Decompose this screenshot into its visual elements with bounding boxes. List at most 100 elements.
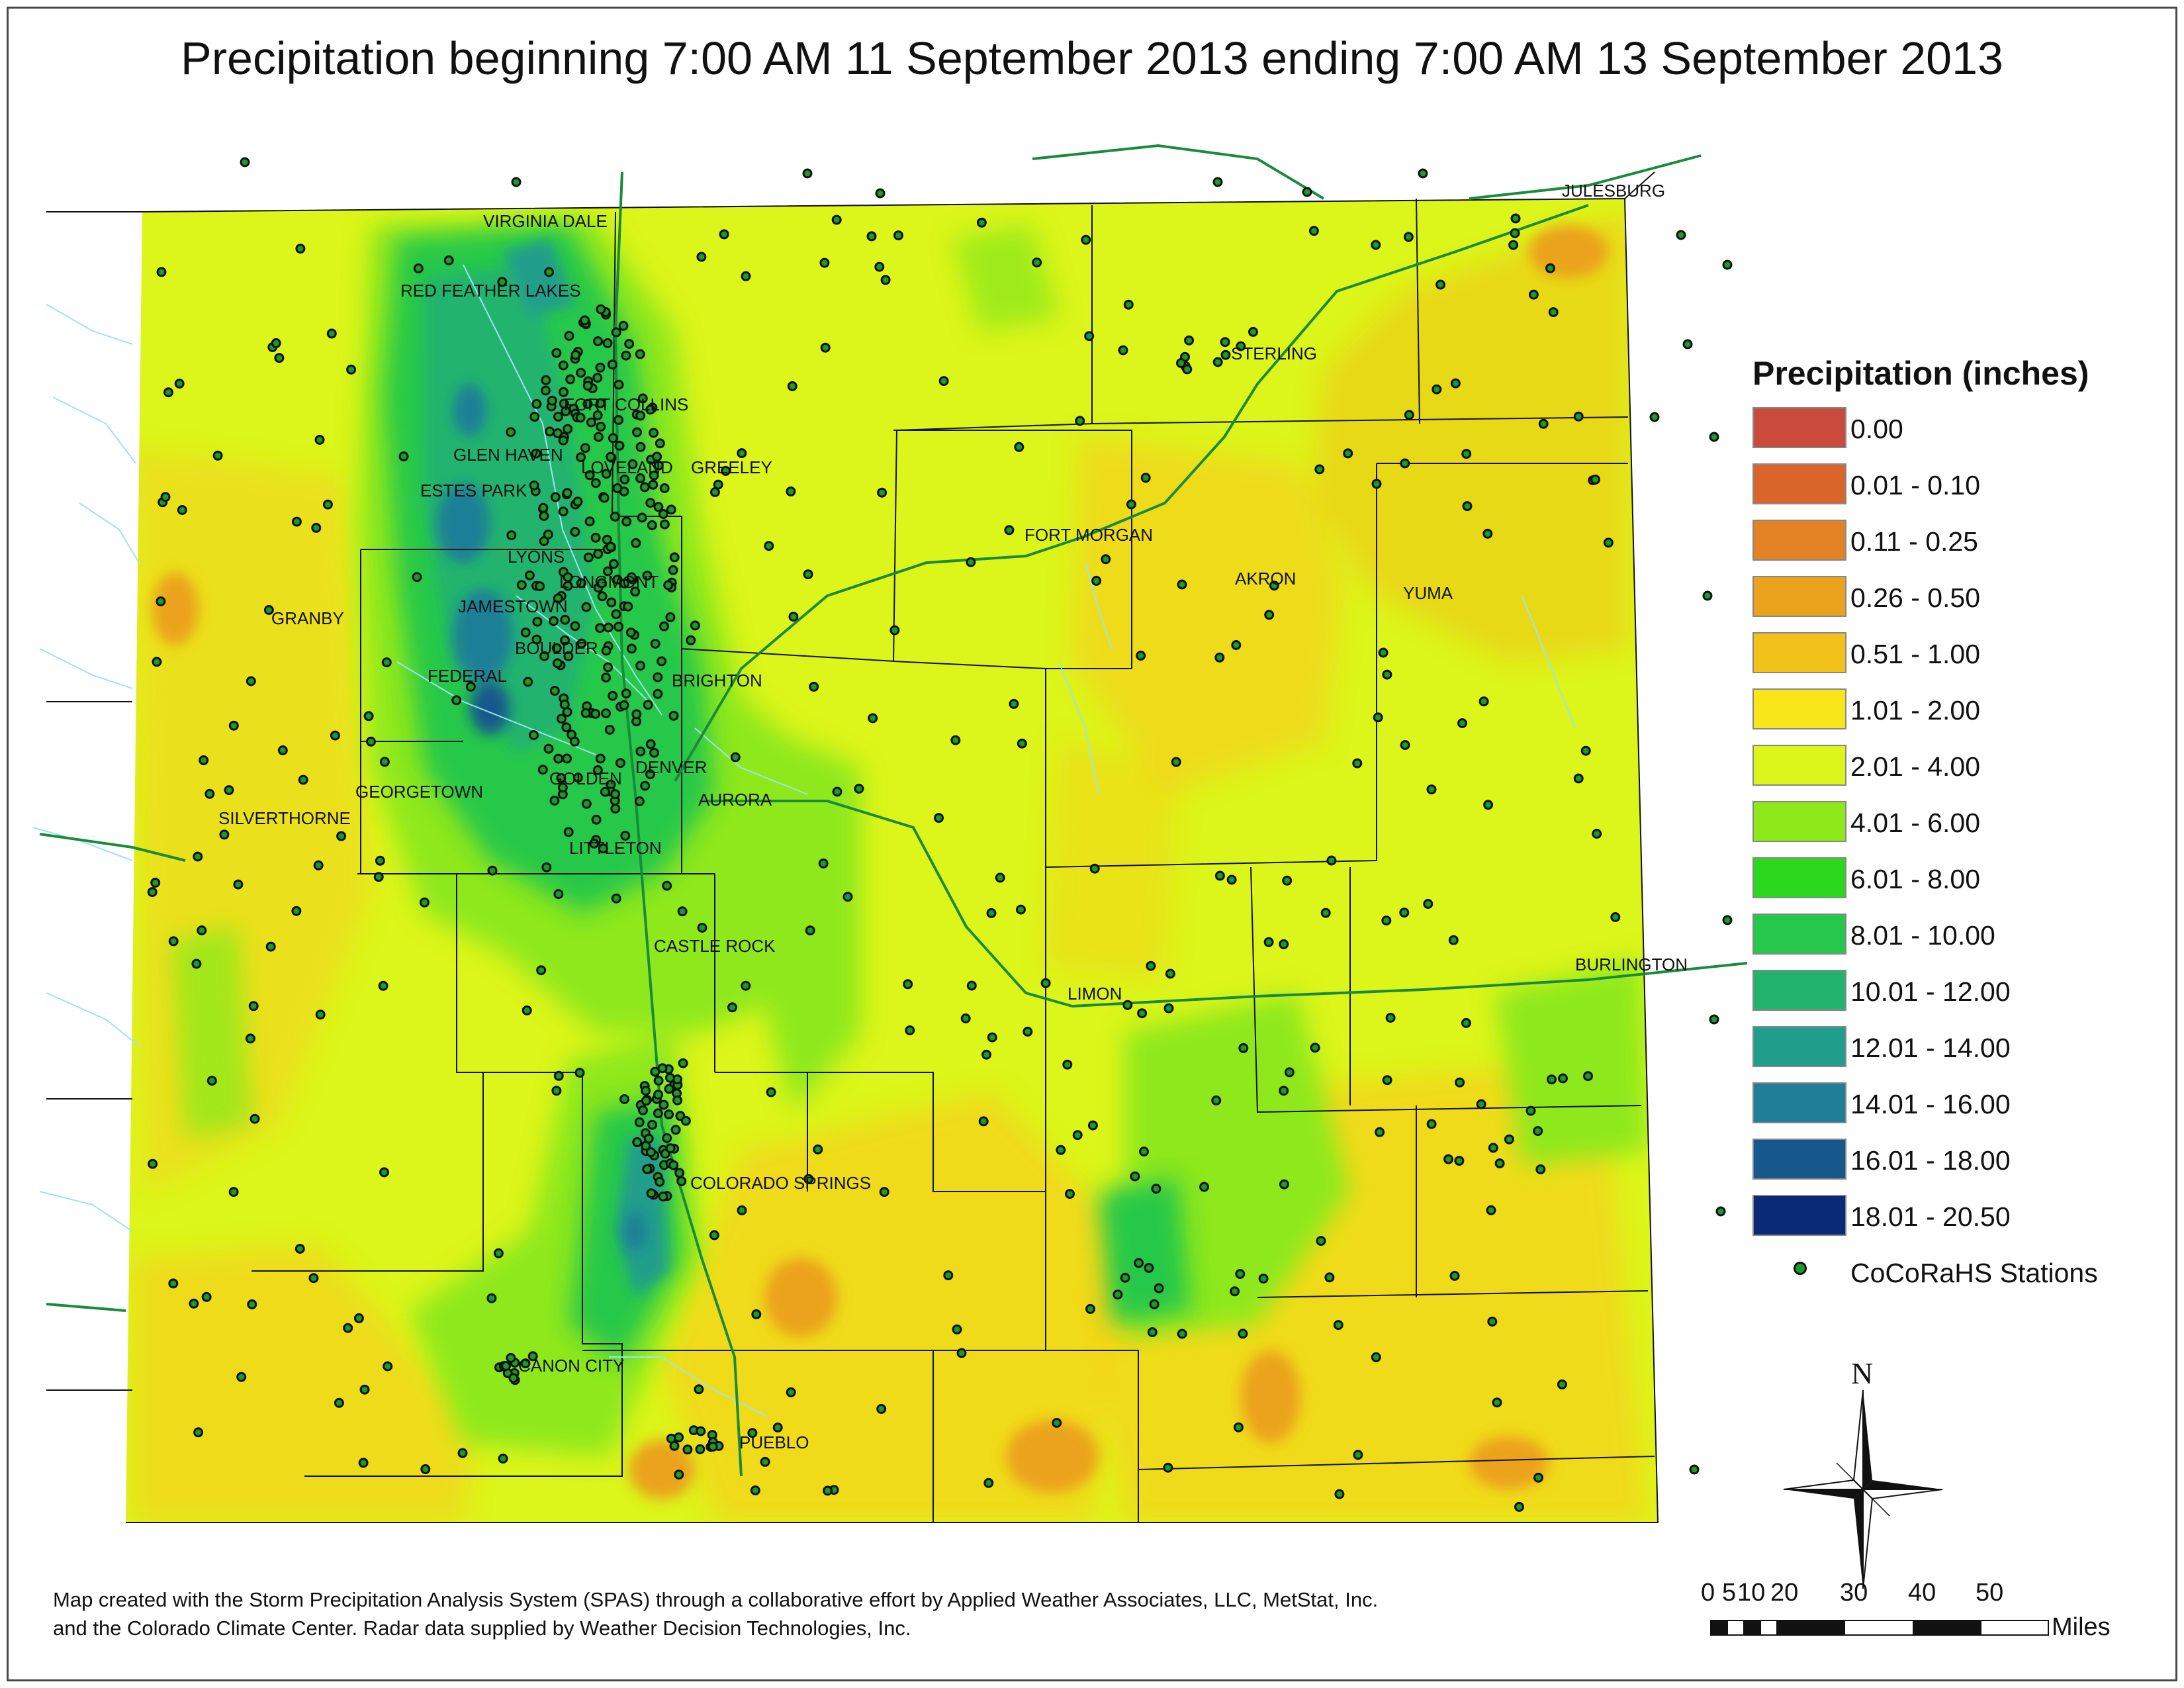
station-marker: [655, 1176, 665, 1187]
station-marker: [595, 753, 606, 764]
station-marker: [1113, 1289, 1123, 1300]
station-marker: [604, 724, 615, 735]
station-marker: [650, 639, 660, 649]
station-marker: [206, 1076, 217, 1086]
legend-swatch: [1752, 801, 1846, 842]
station-marker: [315, 1009, 326, 1020]
station-marker: [193, 851, 203, 862]
station-marker: [637, 512, 647, 523]
station-marker: [590, 532, 601, 543]
station-marker: [695, 1444, 705, 1454]
station-marker: [649, 428, 659, 438]
station-marker: [1535, 1164, 1546, 1174]
legend-swatch: [1752, 1139, 1846, 1180]
legend-swatch: [1752, 1082, 1846, 1123]
station-marker: [1326, 855, 1337, 866]
station-marker: [1072, 1130, 1083, 1141]
station-marker: [565, 374, 576, 385]
station-marker: [1343, 448, 1353, 459]
legend-item: 8.01 - 10.00: [1752, 914, 2163, 960]
station-marker: [562, 753, 572, 764]
station-marker: [642, 571, 653, 581]
station-marker: [893, 230, 903, 241]
city-limon: LIMON: [1068, 984, 1122, 1004]
station-marker: [719, 229, 729, 240]
station-marker: [1087, 1120, 1098, 1131]
station-marker: [1649, 412, 1660, 422]
station-marker: [271, 338, 281, 348]
station-marker: [648, 479, 659, 490]
station-marker: [398, 451, 409, 461]
station-marker: [626, 643, 637, 654]
station-marker: [678, 1058, 688, 1068]
station-marker: [707, 1441, 718, 1452]
station-marker: [596, 422, 606, 432]
station-marker: [1279, 1179, 1289, 1190]
station-marker: [1435, 279, 1446, 290]
station-marker: [938, 376, 949, 387]
legend-item: 14.01 - 16.00: [1752, 1082, 2163, 1129]
station-marker: [610, 804, 621, 814]
station-marker: [236, 1372, 247, 1382]
station-marker: [1483, 800, 1494, 810]
station-marker: [553, 753, 564, 764]
city-castle-rock: CASTLE ROCK: [654, 936, 776, 956]
station-marker: [608, 690, 618, 701]
station-marker: [1371, 479, 1382, 489]
legend-item: 6.01 - 8.00: [1752, 857, 2163, 904]
legend-swatch: [1752, 520, 1846, 561]
station-marker: [653, 1108, 663, 1119]
station-marker: [1547, 1074, 1557, 1085]
station-marker: [552, 658, 563, 669]
station-marker: [1101, 554, 1111, 565]
station-marker: [1211, 1095, 1222, 1105]
zone-14-18in: [437, 384, 647, 1251]
station-marker: [523, 677, 533, 687]
station-marker: [562, 488, 572, 498]
station-marker: [956, 1348, 967, 1358]
city-labels: VIRGINIA DALE RED FEATHER LAKES FORT COL…: [218, 181, 1688, 1452]
city-estes-park: ESTES PARK: [420, 481, 527, 500]
station-marker: [787, 381, 797, 391]
station-marker: [653, 460, 664, 471]
station-marker: [1476, 1099, 1486, 1109]
station-marker: [647, 520, 657, 530]
station-marker: [420, 1464, 431, 1474]
station-marker: [592, 410, 603, 420]
station-marker: [593, 549, 604, 559]
station-marker: [549, 686, 560, 696]
scale-unit: Miles: [2052, 1613, 2111, 1641]
legend-label: 1.01 - 2.00: [1850, 695, 1981, 726]
station-marker: [608, 433, 618, 444]
station-marker: [336, 831, 347, 841]
precip-field: [126, 199, 1658, 1523]
station-marker: [607, 359, 617, 370]
station-marker: [596, 578, 607, 588]
station-marker: [1548, 307, 1559, 318]
station-marker: [1236, 341, 1246, 352]
station-marker: [1525, 1105, 1536, 1116]
station-marker: [831, 214, 842, 225]
station-marker: [1557, 1379, 1567, 1389]
legend-label: 16.01 - 18.00: [1850, 1145, 2011, 1176]
station-marker: [334, 1397, 344, 1408]
station-marker: [674, 1432, 684, 1442]
station-marker: [1461, 449, 1472, 459]
station-marker: [866, 231, 877, 242]
city-greeley: GREELEY: [691, 457, 772, 477]
legend-label: 0.11 - 0.25: [1850, 526, 1978, 557]
credits-line-2: and the Colorado Climate Center. Radar d…: [53, 1617, 911, 1640]
station-marker: [966, 557, 976, 567]
station-marker: [682, 1444, 693, 1455]
city-colorado-springs: COLORADO SPRINGS: [690, 1173, 871, 1193]
station-marker: [539, 651, 549, 661]
station-marker: [551, 348, 562, 358]
station-marker: [750, 1485, 760, 1495]
station-marker: [1081, 234, 1091, 245]
station-marker: [621, 516, 632, 527]
station-marker: [668, 565, 678, 575]
station-marker: [987, 1032, 997, 1043]
station-marker: [854, 783, 864, 794]
station-marker: [535, 581, 545, 592]
station-marker: [201, 1291, 212, 1302]
